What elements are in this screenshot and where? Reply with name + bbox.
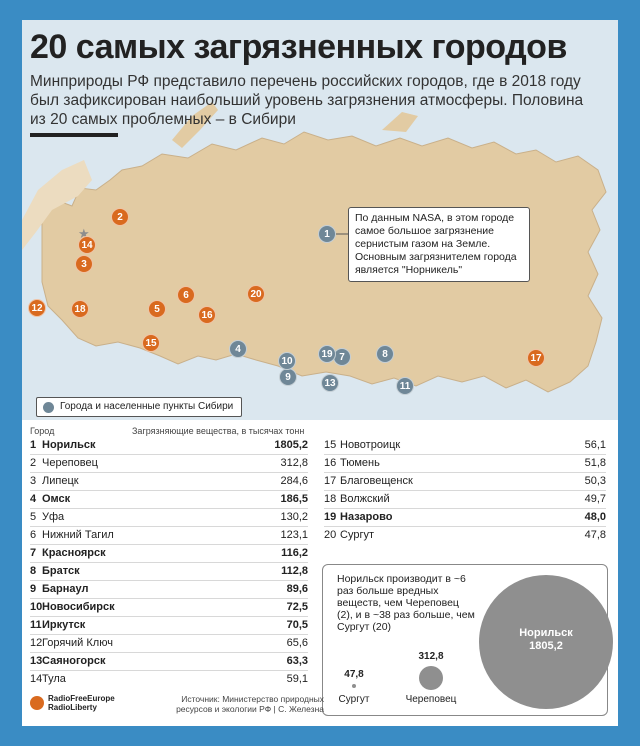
logo-line-2: RadioLiberty	[48, 703, 97, 712]
comparison-text: Норильск производит в ~6 раз больше вред…	[337, 573, 475, 633]
table-row: 7 Красноярск 116,2	[30, 544, 308, 563]
table-row: 1 Норильск 1805,2	[30, 436, 308, 455]
comparison-box: Норильск производит в ~6 раз больше вред…	[322, 564, 613, 716]
map-marker: 10	[278, 352, 296, 370]
map-marker: 11	[396, 377, 414, 395]
map-marker: 18	[71, 300, 89, 318]
moscow-star-icon: ★	[78, 226, 90, 241]
page-subtitle: Минприроды РФ представило перечень росси…	[30, 73, 584, 128]
norilsk-bubble-name: Норильск	[519, 627, 573, 639]
table-row: 18 Волжский 49,7	[324, 490, 606, 509]
map-marker: 20	[247, 285, 265, 303]
cherepovets-value: 312,8	[418, 651, 444, 662]
table-row: 20 Сургут 47,8	[324, 529, 606, 541]
table-row: 11 Иркутск 70,5	[30, 616, 308, 635]
page-title: 20 самых загрязненных городов	[30, 28, 567, 66]
map-marker: 5	[148, 300, 166, 318]
table-row: 13 Саяногорск 63,3	[30, 652, 308, 671]
norilsk-bubble-value: 1805,2	[529, 640, 563, 652]
novaya-zemlya	[172, 102, 218, 148]
map-marker: 6	[177, 286, 195, 304]
title-rule	[30, 133, 118, 137]
map-marker: 17	[527, 349, 545, 367]
infographic-card: 20 самых загрязненных городов Минприроды…	[22, 20, 618, 726]
table-row: 19 Назарово 48,0	[324, 508, 606, 527]
table-row: 15 Новотроицк 56,1	[324, 436, 606, 455]
map-marker: 4	[229, 340, 247, 358]
map-legend: Города и населенные пункты Сибири	[36, 397, 243, 417]
column-header-value: Загрязняющие вещества, в тысячах тонн	[132, 426, 305, 436]
map-marker: 14	[78, 236, 96, 254]
table-row: 12 Горячий Ключ 65,6	[30, 634, 308, 653]
map-marker: 2	[111, 208, 129, 226]
norilsk-callout: По данным NASA, в этом городе самое боль…	[348, 207, 530, 282]
surgut-label: Сургут	[338, 694, 370, 705]
table-row: 16 Тюмень 51,8	[324, 454, 606, 473]
table-row: 3 Липецк 284,6	[30, 472, 308, 491]
table-row: 2 Череповец 312,8	[30, 454, 308, 473]
table-row: 10 Новосибирск 72,5	[30, 598, 308, 617]
map-marker: 16	[198, 306, 216, 324]
taimyr-islands	[382, 112, 418, 132]
logo-line-1: RadioFreeEurope	[48, 694, 115, 703]
map-marker: 15	[142, 334, 160, 352]
source-note: Источник: Министерство природных ресурсо…	[176, 694, 324, 714]
table-row: 8 Братск 112,8	[30, 562, 308, 581]
table-row: 14 Тула 59,1	[30, 673, 308, 685]
russia-map: 20 самых загрязненных городов Минприроды…	[22, 20, 618, 420]
rferl-logo-icon	[30, 696, 44, 710]
legend-label: Города и населенные пункты Сибири	[60, 401, 234, 412]
table-row: 5 Уфа 130,2	[30, 508, 308, 527]
table-row: 17 Благовещенск 50,3	[324, 472, 606, 491]
map-marker: 1	[318, 225, 336, 243]
column-header-city: Город	[30, 426, 55, 436]
map-marker: 3	[75, 255, 93, 273]
map-marker: 19	[318, 345, 336, 363]
map-marker: 8	[376, 345, 394, 363]
map-graphic	[22, 102, 607, 393]
scandinavia-land	[22, 160, 92, 250]
cherepovets-bubble	[419, 666, 443, 690]
legend-dot-icon	[43, 401, 54, 413]
surgut-bubble	[352, 684, 356, 688]
russia-landmass	[41, 131, 607, 393]
table-row: 4 Омск 186,5	[30, 490, 308, 509]
map-marker: 12	[28, 299, 46, 317]
norilsk-bubble: Норильск 1805,2	[479, 575, 613, 709]
table-row: 6 Нижний Тагил 123,1	[30, 526, 308, 545]
rferl-logo: RadioFreeEurope RadioLiberty	[30, 694, 115, 712]
surgut-value: 47,8	[344, 669, 364, 680]
map-marker: 13	[321, 374, 339, 392]
cherepovets-label: Череповец	[405, 694, 457, 705]
table-row: 9 Барнаул 89,6	[30, 580, 308, 599]
